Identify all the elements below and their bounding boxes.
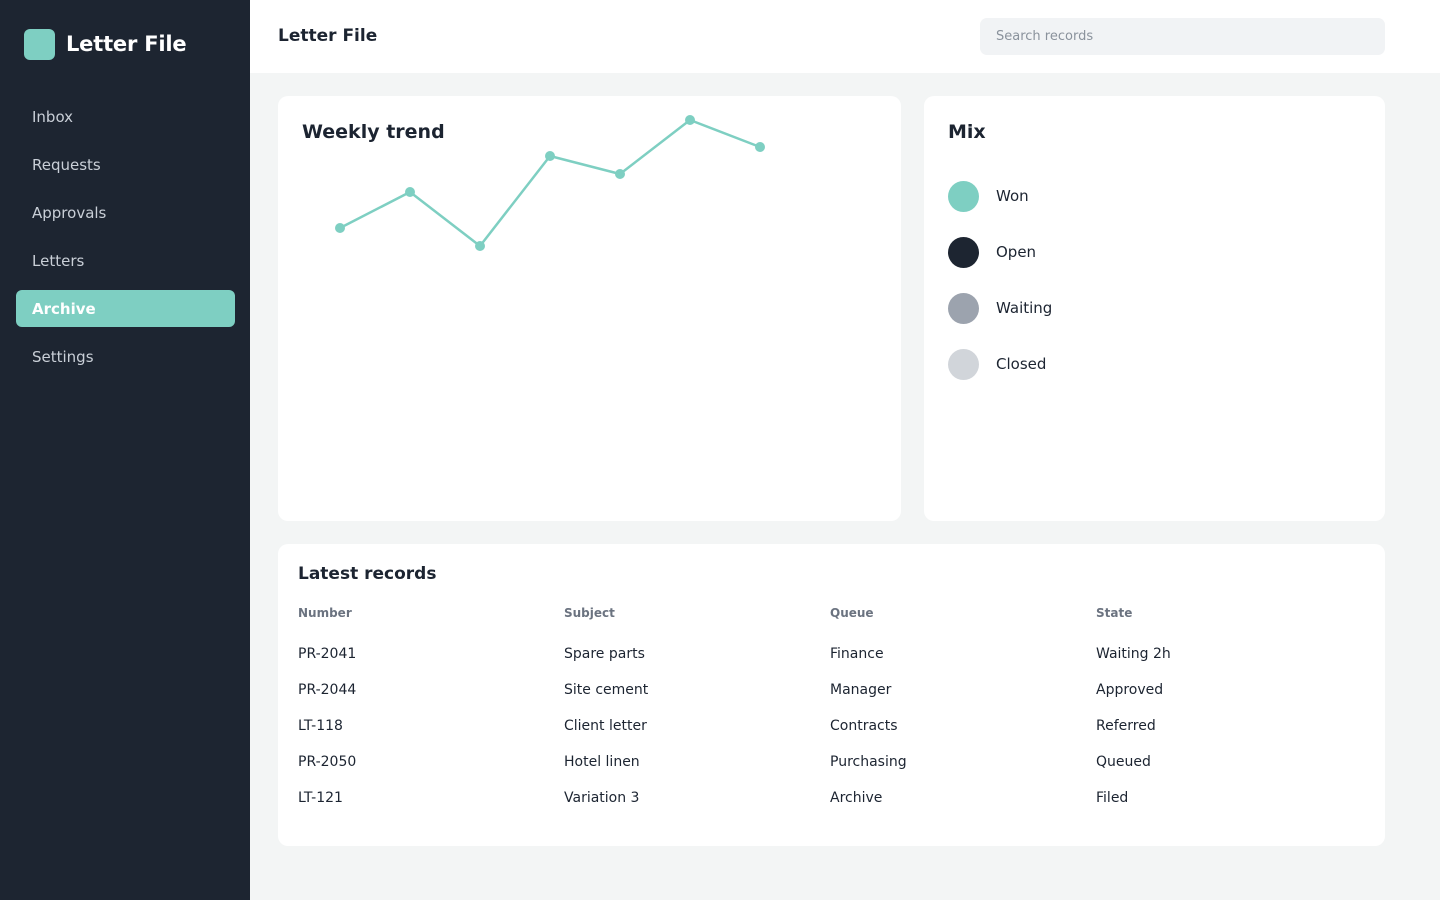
cell-subject: Client letter — [564, 718, 647, 734]
legend-item-waiting: Waiting — [948, 292, 1052, 324]
page-title: Letter File — [278, 26, 378, 46]
mix-title: Mix — [948, 121, 986, 143]
column-header-number: Number — [298, 605, 352, 620]
legend-dot — [948, 292, 979, 324]
cell-subject: Variation 3 — [564, 790, 640, 806]
cell-queue: Finance — [830, 646, 884, 662]
weekly-trend-chart — [335, 115, 765, 251]
table-row[interactable]: LT-118 Client letter Contracts Referred — [298, 708, 1362, 744]
cell-subject: Site cement — [564, 682, 649, 698]
cell-number: PR-2044 — [298, 682, 357, 698]
cell-number: LT-118 — [298, 718, 343, 734]
legend-item-closed: Closed — [948, 348, 1052, 380]
records-table: Number Subject Queue State PR-2041 Spare… — [298, 603, 1362, 816]
legend-label: Open — [996, 243, 1037, 261]
cell-queue: Manager — [830, 682, 892, 698]
trend-point[interactable] — [335, 223, 345, 233]
cell-state: Referred — [1096, 718, 1156, 734]
sidebar-nav: Inbox Requests Approvals Letters Archive… — [16, 98, 235, 386]
table-row[interactable]: PR-2044 Site cement Manager Approved — [298, 672, 1362, 708]
brand[interactable]: Letter File — [24, 28, 187, 60]
sidebar: Letter File Inbox Requests Approvals Let… — [0, 0, 250, 900]
search-input[interactable] — [980, 18, 1385, 55]
trend-series-line — [339, 118, 761, 248]
cell-queue: Archive — [830, 790, 883, 806]
sidebar-item-label: Archive — [32, 299, 96, 318]
cell-number: PR-2041 — [298, 646, 357, 662]
table-row[interactable]: PR-2041 Spare parts Finance Waiting 2h — [298, 636, 1362, 672]
legend-label: Waiting — [996, 299, 1053, 317]
sidebar-item-archive[interactable]: Archive — [16, 290, 235, 327]
legend-label: Closed — [996, 355, 1047, 373]
mix-legend: Won Open Waiting Closed — [948, 180, 1052, 404]
sidebar-item-letters[interactable]: Letters — [16, 242, 235, 279]
topbar: Letter File — [250, 0, 1440, 73]
trend-point[interactable] — [615, 169, 625, 179]
app-logo-icon — [24, 28, 55, 60]
latest-records-title: Latest records — [298, 564, 437, 584]
sidebar-item-inbox[interactable]: Inbox — [16, 98, 235, 135]
legend-dot — [948, 348, 979, 380]
legend-item-won: Won — [948, 180, 1052, 212]
table-header: Number Subject Queue State — [298, 603, 1362, 622]
column-header-state: State — [1096, 605, 1133, 620]
column-header-queue: Queue — [830, 605, 874, 620]
cell-number: PR-2050 — [298, 754, 357, 770]
trend-point[interactable] — [545, 151, 555, 161]
column-header-subject: Subject — [564, 605, 615, 620]
sidebar-item-label: Letters — [32, 251, 85, 270]
mix-card: Mix Won Open Waiting Closed — [924, 96, 1385, 521]
sidebar-item-approvals[interactable]: Approvals — [16, 194, 235, 231]
legend-dot — [948, 236, 979, 268]
trend-point[interactable] — [405, 187, 415, 197]
cell-subject: Hotel linen — [564, 754, 640, 770]
sidebar-item-label: Requests — [32, 155, 101, 174]
trend-point[interactable] — [755, 142, 765, 152]
cell-number: LT-121 — [298, 790, 343, 806]
legend-dot — [948, 180, 979, 212]
sidebar-item-settings[interactable]: Settings — [16, 338, 235, 375]
cell-state: Waiting 2h — [1096, 646, 1171, 662]
weekly-trend-card: Weekly trend — [278, 96, 901, 521]
legend-item-open: Open — [948, 236, 1052, 268]
sidebar-item-label: Inbox — [32, 107, 74, 126]
weekly-trend-title: Weekly trend — [302, 121, 445, 143]
sidebar-item-requests[interactable]: Requests — [16, 146, 235, 183]
sidebar-item-label: Settings — [32, 347, 94, 366]
table-row[interactable]: PR-2050 Hotel linen Purchasing Queued — [298, 744, 1362, 780]
cell-state: Filed — [1096, 790, 1129, 806]
legend-label: Won — [996, 187, 1029, 205]
latest-records-card: Latest records Number Subject Queue Stat… — [278, 544, 1385, 846]
cell-state: Approved — [1096, 682, 1164, 698]
cell-queue: Purchasing — [830, 754, 907, 770]
app-name: Letter File — [66, 32, 187, 56]
cell-queue: Contracts — [830, 718, 898, 734]
trend-point[interactable] — [685, 115, 695, 125]
table-row[interactable]: LT-121 Variation 3 Archive Filed — [298, 780, 1362, 816]
trend-point[interactable] — [475, 241, 485, 251]
cell-subject: Spare parts — [564, 646, 645, 662]
sidebar-item-label: Approvals — [32, 203, 107, 222]
cell-state: Queued — [1096, 754, 1151, 770]
